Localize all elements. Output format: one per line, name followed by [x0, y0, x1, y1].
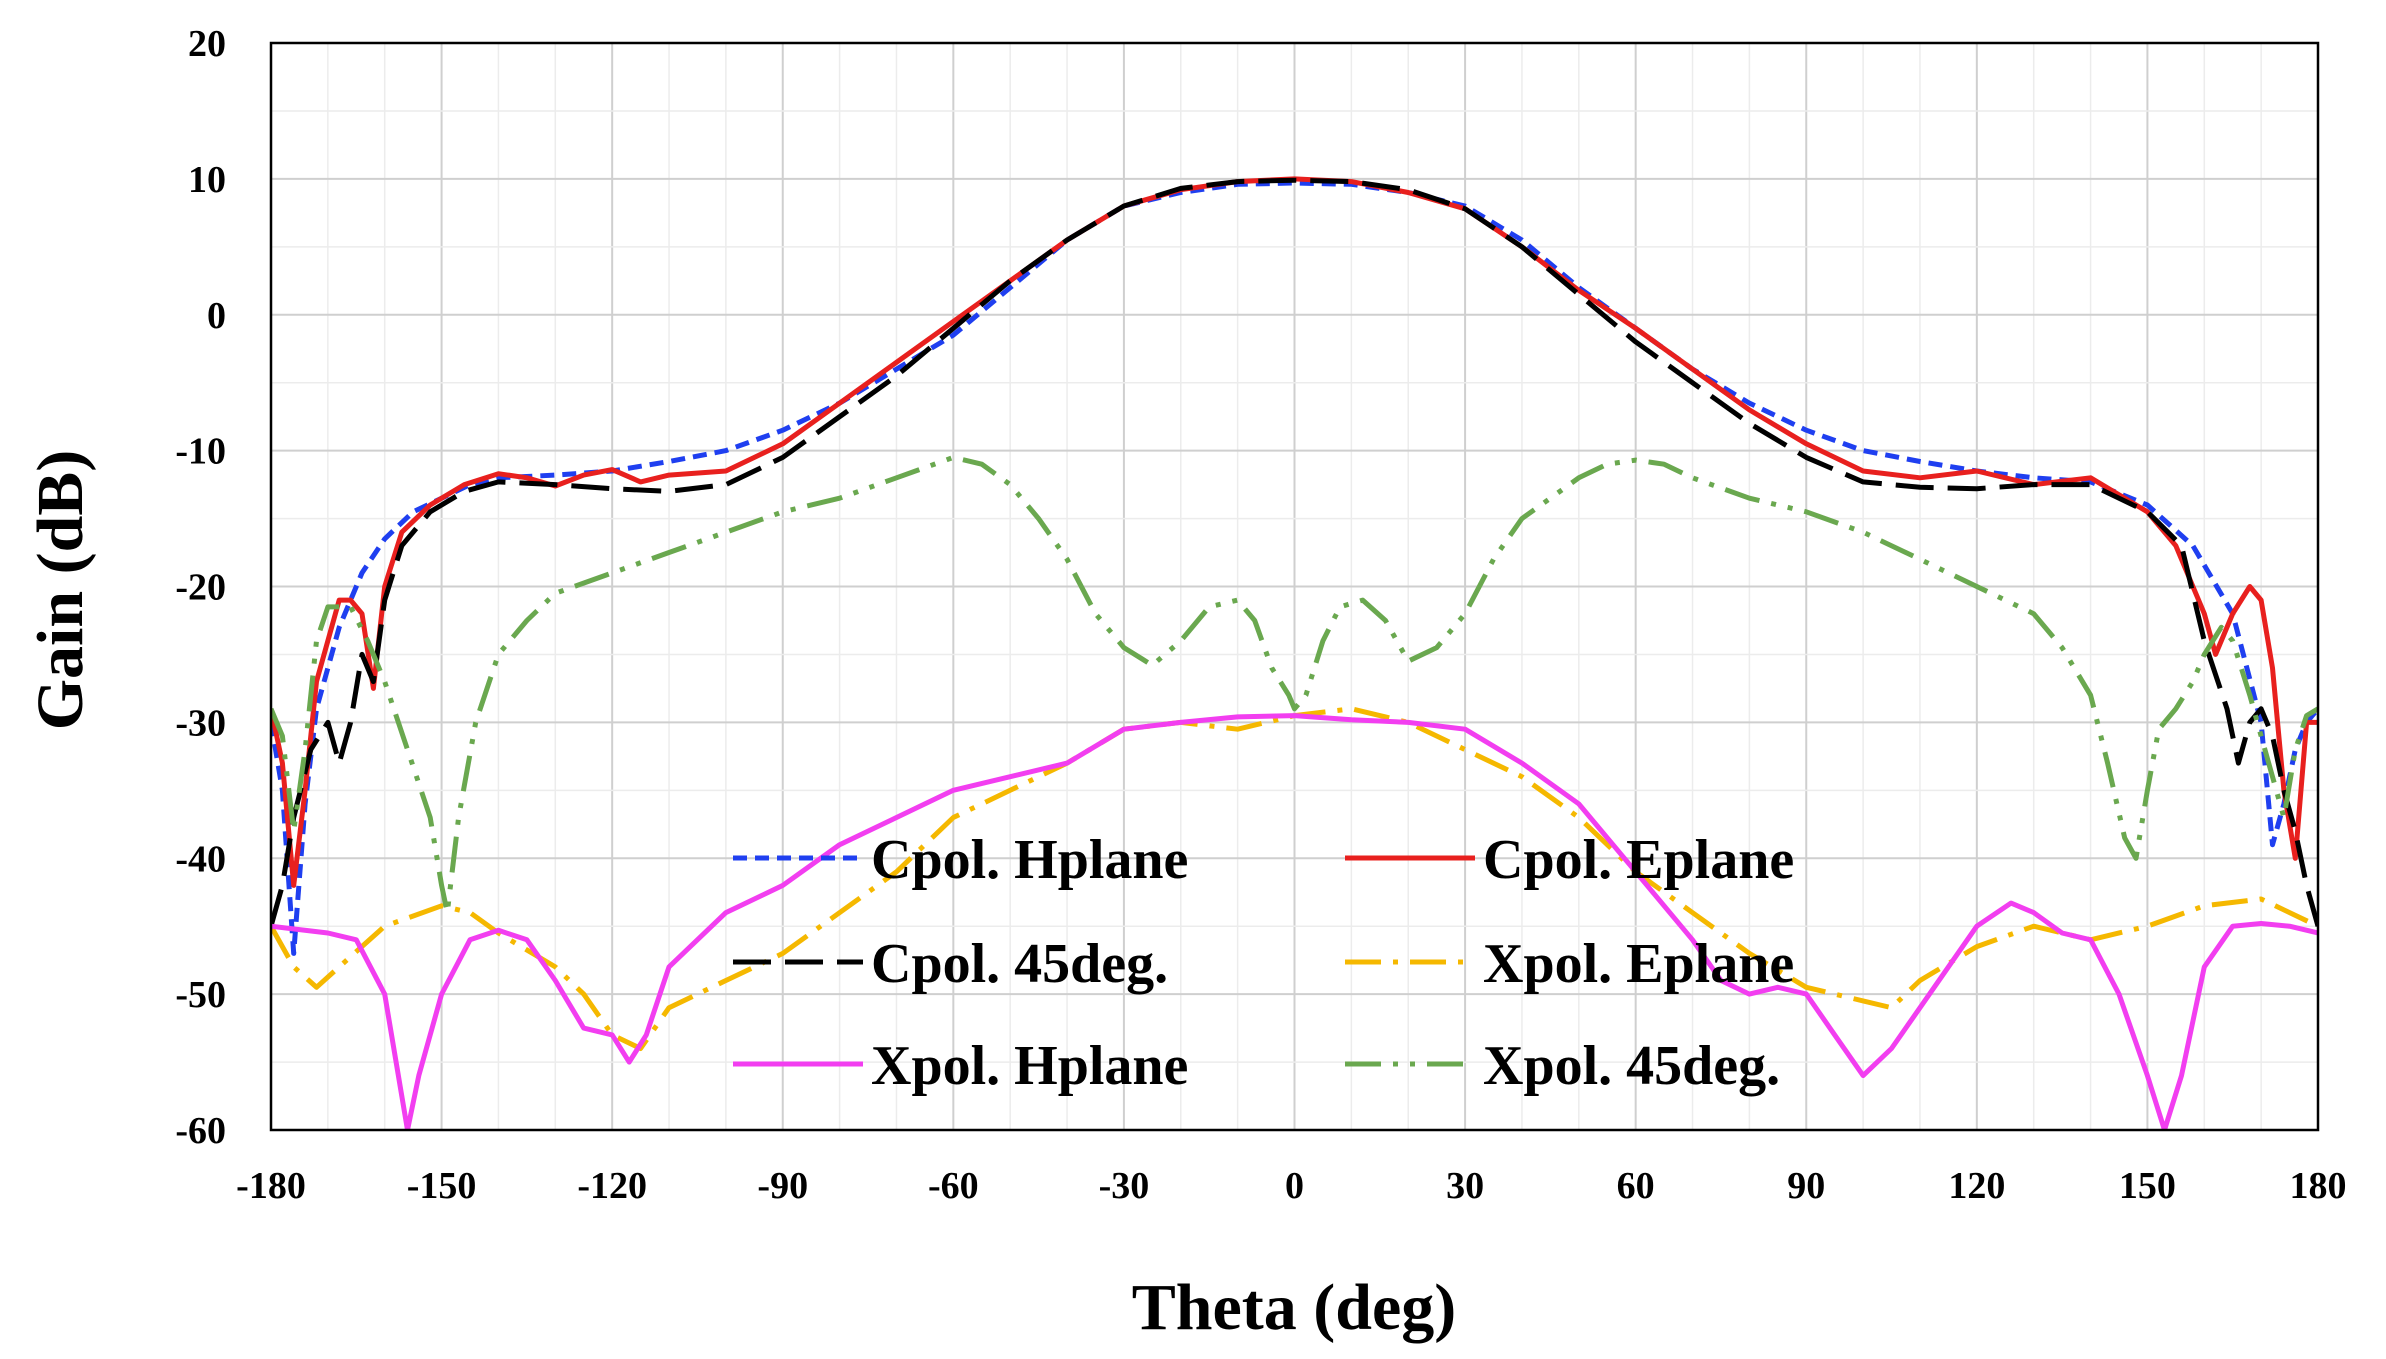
x-tick-label: 150 — [2119, 1165, 2176, 1207]
x-tick-label: 180 — [2290, 1165, 2347, 1207]
series-group — [271, 176, 2318, 1130]
legend: Cpol. Hplane Cpol. Eplane Cpol. 45deg. Xpol… — [733, 829, 1794, 1097]
x-tick-labels: -180 -150 -120 -90 -60 -30 0 30 60 90 120 150 180 — [236, 1165, 2346, 1207]
y-tick-label: -40 — [175, 838, 226, 880]
y-tick-label: -30 — [175, 702, 226, 744]
x-tick-label: 30 — [1446, 1165, 1484, 1207]
legend-label-xpol-hplane: Xpol. Hplane — [871, 1035, 1188, 1097]
x-tick-label: -180 — [236, 1165, 306, 1207]
x-axis-title: Theta (deg) — [1132, 1271, 1456, 1344]
series-line-xpol-eplane — [271, 706, 2318, 1051]
x-tick-label: 120 — [1948, 1165, 2005, 1207]
legend-label-cpol-eplane: Cpol. Eplane — [1483, 829, 1794, 891]
y-axis-title: Gain (dB) — [24, 450, 97, 731]
series-line-xpol-45deg — [271, 454, 2318, 916]
x-tick-label: -90 — [757, 1165, 808, 1207]
x-tick-label: 90 — [1787, 1165, 1825, 1207]
x-tick-label: -60 — [928, 1165, 979, 1207]
y-tick-label: -10 — [175, 431, 226, 473]
legend-label-xpol-eplane: Xpol. Eplane — [1483, 933, 1794, 995]
x-tick-label: -150 — [407, 1165, 477, 1207]
legend-label-xpol-45deg: Xpol. 45deg. — [1483, 1035, 1780, 1097]
legend-label-cpol-45deg: Cpol. 45deg. — [871, 933, 1168, 995]
y-tick-label: 0 — [207, 295, 226, 337]
y-tick-labels: -60 -50 -40 -30 -20 -10 0 10 20 — [175, 23, 226, 1152]
y-tick-label: -60 — [175, 1110, 226, 1152]
legend-label-cpol-hplane: Cpol. Hplane — [871, 829, 1188, 891]
y-tick-label: 20 — [188, 23, 226, 65]
x-tick-label: 0 — [1285, 1165, 1304, 1207]
x-tick-label: -30 — [1099, 1165, 1150, 1207]
plot-frame — [269, 41, 2320, 1132]
series-line-cpol-hplane — [271, 180, 2318, 956]
x-tick-label: 60 — [1617, 1165, 1655, 1207]
y-tick-label: -50 — [175, 974, 226, 1016]
x-tick-label: -120 — [577, 1165, 647, 1207]
y-tick-label: 10 — [188, 159, 226, 201]
series-line-xpol-hplane — [271, 713, 2318, 1130]
y-tick-label: -20 — [175, 567, 226, 609]
